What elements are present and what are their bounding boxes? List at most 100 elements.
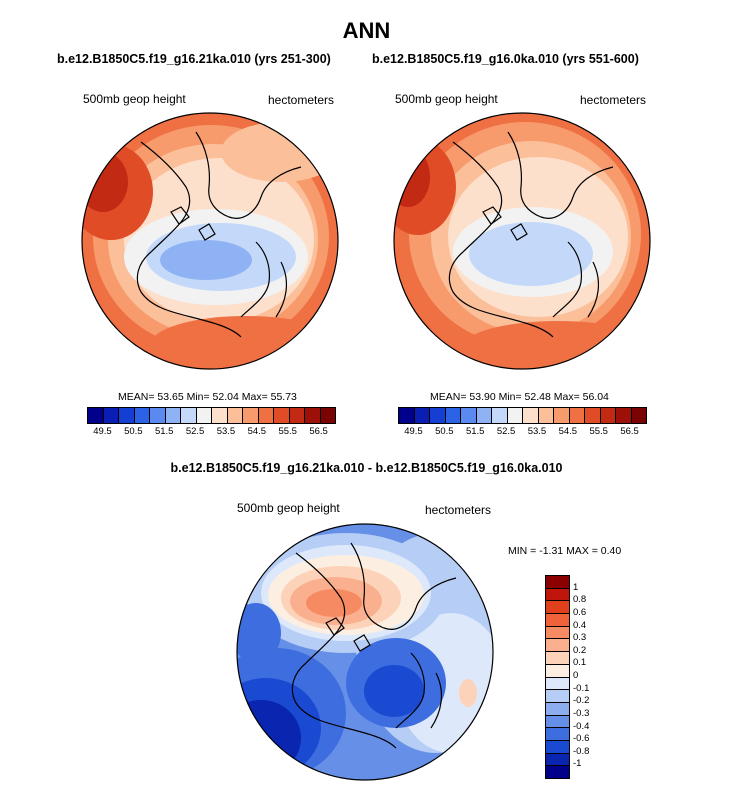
- colorbar-swatch: [546, 715, 569, 729]
- colorbar-tick-label: 53.5: [527, 426, 547, 437]
- colorbar-swatch: [492, 408, 508, 423]
- panel-1-units-label: hectometers: [268, 93, 335, 107]
- colorbar-swatch: [399, 408, 415, 423]
- colorbar-tick-label: -0.1: [573, 682, 590, 694]
- diff-stats: MIN = -1.31 MAX = 0.40: [508, 545, 622, 557]
- colorbar-tick-label: 0.1: [573, 657, 587, 669]
- colorbar-tick-label: 0.4: [573, 619, 587, 631]
- colorbar-swatch: [461, 408, 477, 423]
- colorbar-swatch: [305, 408, 321, 423]
- colorbar-tick-label: 0.2: [573, 644, 587, 656]
- colorbar-swatch: [430, 408, 446, 423]
- colorbar-swatch: [212, 408, 228, 423]
- colorbar-tick-label: -0.4: [573, 720, 590, 732]
- colorbar-tick-label: 1: [573, 581, 579, 593]
- colorbar-swatch: [546, 652, 569, 665]
- colorbar-swatch: [546, 576, 569, 589]
- colorbar-swatch: [243, 408, 259, 423]
- colorbar-tick-label: 51.5: [154, 426, 174, 437]
- colorbar-swatch: [445, 408, 461, 423]
- colorbar-tick-label: 52.5: [185, 426, 205, 437]
- colorbar-tick-label: -0.6: [573, 733, 590, 745]
- colorbar-swatch: [507, 408, 523, 423]
- colorbar-swatch: [538, 408, 554, 423]
- panel-2-colorbar: [398, 407, 647, 424]
- colorbar-swatch: [546, 614, 569, 627]
- colorbar-tick-label: 55.5: [278, 426, 297, 437]
- colorbar-swatch: [546, 740, 569, 754]
- colorbar-tick-label: -1: [573, 758, 582, 770]
- colorbar-swatch: [554, 408, 570, 423]
- colorbar-tick-label: 53.5: [216, 426, 236, 437]
- panel-1-case-title: b.e12.B1850C5.f19_g16.21ka.010 (yrs 251-…: [57, 52, 331, 66]
- colorbar-swatch: [289, 408, 305, 423]
- colorbar-tick-label: 56.5: [620, 426, 639, 437]
- colorbar-tick-label: 0.8: [573, 594, 587, 606]
- colorbar-swatch: [585, 408, 601, 423]
- colorbar-tick-label: 55.5: [589, 426, 608, 437]
- colorbar-tick-label: 50.5: [124, 426, 143, 437]
- panel-2-colorbar-ticks: 49.5 50.5 51.5 52.5 53.5 54.5 55.5 56.5: [398, 426, 645, 440]
- colorbar-tick-label: 49.5: [93, 426, 112, 437]
- colorbar-tick-label: -0.8: [573, 745, 590, 757]
- panel-1-colorbar-ticks: 49.5 50.5 51.5 52.5 53.5 54.5 55.5 56.5: [87, 426, 334, 440]
- colorbar-swatch: [546, 639, 569, 653]
- colorbar-swatch: [546, 702, 569, 716]
- colorbar-swatch: [546, 766, 569, 778]
- colorbar-swatch: [119, 408, 135, 423]
- colorbar-swatch: [134, 408, 150, 423]
- figure-title: ANN: [342, 18, 391, 43]
- colorbar-swatch: [546, 588, 569, 602]
- colorbar-tick-label: 50.5: [435, 426, 454, 437]
- colorbar-swatch: [569, 408, 585, 423]
- colorbar-swatch: [181, 408, 197, 423]
- panel-1-stats: MEAN= 53.65 Min= 52.04 Max= 55.73: [118, 391, 297, 403]
- diff-polar-map: [236, 523, 494, 781]
- colorbar-tick-label: 0.3: [573, 632, 587, 644]
- panel-1-polar-map: [81, 112, 339, 370]
- colorbar-tick-label: 56.5: [309, 426, 328, 437]
- colorbar-swatch: [414, 408, 430, 423]
- colorbar-swatch: [150, 408, 166, 423]
- colorbar-swatch: [546, 601, 569, 615]
- colorbar-tick-label: -0.3: [573, 707, 590, 719]
- colorbar-swatch: [274, 408, 290, 423]
- panel-2-polar-map: [393, 112, 651, 370]
- colorbar-tick-label: 54.5: [247, 426, 267, 437]
- panel-1-colorbar: [87, 407, 336, 424]
- colorbar-swatch: [227, 408, 243, 423]
- colorbar-swatch: [258, 408, 274, 423]
- diff-colorbar: [545, 575, 570, 779]
- diff-variable-label: 500mb geop height: [237, 501, 340, 515]
- colorbar-swatch: [546, 728, 569, 741]
- colorbar-tick-label: 0.6: [573, 606, 587, 618]
- diff-units-label: hectometers: [425, 503, 492, 517]
- panel-2-variable-label: 500mb geop height: [395, 92, 498, 106]
- colorbar-swatch: [600, 408, 616, 423]
- colorbar-swatch: [88, 408, 104, 423]
- colorbar-swatch: [546, 690, 569, 703]
- colorbar-tick-label: 0: [573, 670, 579, 681]
- colorbar-tick-label: 54.5: [558, 426, 578, 437]
- panel-2-units-label: hectometers: [580, 93, 647, 107]
- colorbar-swatch: [546, 664, 569, 678]
- colorbar-swatch: [476, 408, 492, 423]
- panel-2-case-title: b.e12.B1850C5.f19_g16.0ka.010 (yrs 551-6…: [372, 52, 639, 66]
- colorbar-swatch: [523, 408, 539, 423]
- colorbar-tick-label: 49.5: [404, 426, 423, 437]
- colorbar-tick-label: 52.5: [496, 426, 516, 437]
- colorbar-swatch: [103, 408, 119, 423]
- diff-colorbar-ticks: 1 0.8 0.6 0.4 0.3 0.2 0.1 0 -0.1 -0.2 -0.3 -0.4 -0.6…: [573, 575, 613, 777]
- colorbar-swatch: [546, 626, 569, 640]
- colorbar-swatch: [631, 408, 646, 423]
- colorbar-swatch: [196, 408, 212, 423]
- colorbar-swatch: [320, 408, 335, 423]
- colorbar-swatch: [546, 753, 569, 767]
- colorbar-swatch: [165, 408, 181, 423]
- panel-2-stats: MEAN= 53.90 Min= 52.48 Max= 56.04: [430, 391, 609, 403]
- diff-case-title: b.e12.B1850C5.f19_g16.21ka.010 - b.e12.B…: [170, 461, 563, 475]
- colorbar-tick-label: -0.2: [573, 695, 590, 707]
- panel-1-variable-label: 500mb geop height: [83, 92, 186, 106]
- colorbar-swatch: [616, 408, 632, 423]
- colorbar-swatch: [546, 677, 569, 691]
